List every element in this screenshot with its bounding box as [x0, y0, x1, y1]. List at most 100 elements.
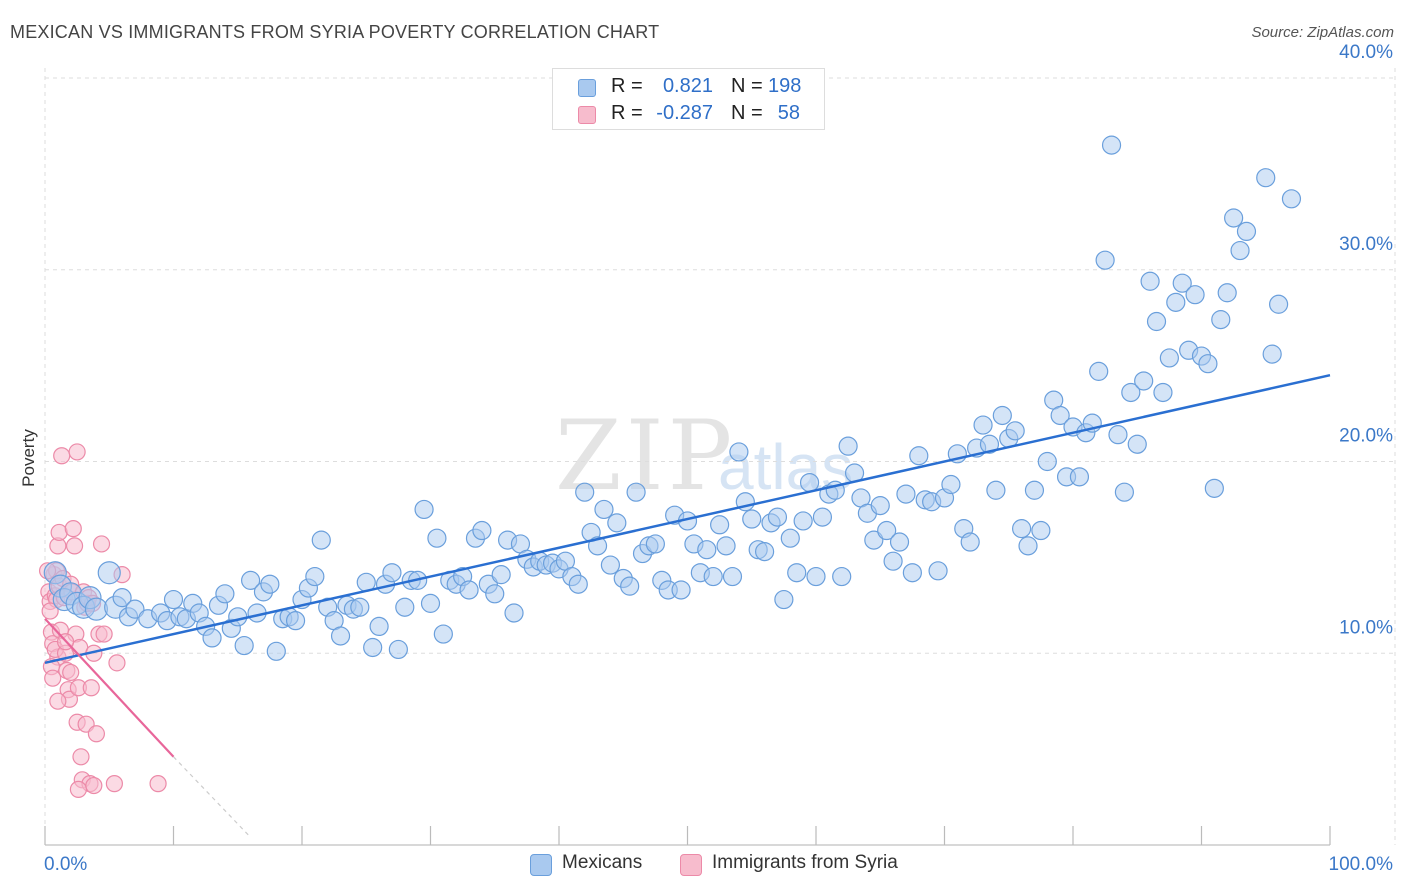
- point-syria: [82, 679, 100, 697]
- legend-r-value: -0.287: [656, 102, 713, 124]
- point-mexicans: [1172, 273, 1192, 293]
- point-mexicans: [941, 474, 961, 495]
- point-syria: [50, 523, 68, 542]
- y-tick-label: 10.0%: [1339, 617, 1393, 638]
- point-mexicans: [600, 555, 621, 575]
- point-syria: [49, 692, 67, 710]
- point-mexicans: [1268, 294, 1289, 314]
- legend-r-label: R =: [611, 102, 643, 124]
- legend-row-mexicans: R = 0.821 N = 198: [553, 75, 826, 101]
- point-mexicans: [1121, 382, 1141, 403]
- point-mexicans: [832, 566, 852, 587]
- point-mexicans: [1224, 208, 1244, 228]
- bottom-legend-swatch-syria: [680, 854, 702, 876]
- point-mexicans: [1281, 189, 1302, 209]
- point-syria: [69, 780, 88, 798]
- point-mexicans: [388, 639, 408, 660]
- point-mexicans: [1018, 536, 1038, 556]
- point-mexicans: [1153, 382, 1173, 403]
- point-syria: [62, 663, 80, 682]
- point-mexicans: [395, 597, 415, 617]
- legend-r-label: R =: [611, 75, 643, 97]
- point-syria: [87, 725, 106, 743]
- point-mexicans: [382, 563, 402, 583]
- point-mexicans: [305, 566, 325, 587]
- point-mexicans: [1198, 354, 1218, 374]
- point-mexicans: [420, 593, 441, 613]
- point-mexicans: [909, 446, 929, 466]
- point-mexicans: [472, 520, 492, 541]
- legend-r-value: 0.821: [662, 75, 713, 97]
- point-mexicans: [1211, 310, 1231, 330]
- point-mexicans: [285, 611, 306, 631]
- point-mexicans: [575, 482, 595, 502]
- point-mexicans: [1185, 285, 1205, 305]
- legend-row-syria: R = -0.287 N = 58: [553, 102, 826, 128]
- point-mexicans: [716, 536, 736, 556]
- point-mexicans: [1069, 467, 1090, 487]
- point-syria: [72, 748, 90, 766]
- point-mexicans: [928, 561, 948, 581]
- point-mexicans: [1146, 311, 1167, 332]
- grid-lines: [44, 68, 1396, 845]
- point-mexicans: [812, 507, 833, 527]
- point-mexicans: [793, 511, 813, 531]
- point-mexicans: [1101, 135, 1122, 155]
- legend-n-value: 58: [777, 102, 800, 124]
- point-mexicans: [1005, 421, 1025, 441]
- legend-n-label: N =: [731, 75, 763, 97]
- point-mexicans: [960, 532, 980, 552]
- point-mexicans: [979, 434, 1000, 454]
- point-syria: [95, 625, 113, 643]
- y-tick-label: 40.0%: [1339, 42, 1393, 63]
- point-mexicans: [626, 482, 646, 502]
- trend-line-mexicans: [44, 373, 1331, 665]
- point-syria: [65, 537, 84, 555]
- point-mexicans: [645, 534, 665, 554]
- y-tick-label: 30.0%: [1339, 234, 1393, 255]
- legend-swatch-mexicans: [578, 79, 596, 97]
- point-mexicans: [722, 566, 743, 587]
- point-mexicans: [729, 442, 749, 462]
- point-mexicans: [774, 589, 794, 610]
- point-mexicans: [459, 580, 479, 600]
- legend-swatch-syria: [578, 106, 596, 124]
- point-mexicans: [703, 566, 723, 587]
- point-mexicans: [1159, 348, 1179, 368]
- legend-n-value: 198: [768, 75, 802, 97]
- series-mexicans-points: [43, 135, 1302, 661]
- bottom-legend-label-mexicans: Mexicans: [562, 852, 643, 873]
- legend: R = 0.821 N = 198 R = -0.287 N = 58: [552, 68, 825, 130]
- point-mexicans: [241, 570, 261, 590]
- point-mexicans: [491, 565, 511, 585]
- point-mexicans: [1134, 371, 1154, 391]
- chart-title: MEXICAN VS IMMIGRANTS FROM SYRIA POVERTY…: [10, 22, 660, 42]
- point-mexicans: [742, 509, 762, 529]
- x-tick-label-min: 0.0%: [44, 854, 87, 875]
- point-syria: [68, 443, 86, 461]
- point-mexicans: [697, 540, 717, 560]
- point-mexicans: [97, 561, 121, 585]
- point-mexicans: [1050, 405, 1070, 426]
- point-mexicans: [877, 520, 897, 541]
- point-mexicans: [1024, 480, 1045, 500]
- point-mexicans: [84, 597, 109, 621]
- point-mexicans: [311, 530, 331, 550]
- point-mexicans: [350, 597, 370, 617]
- point-mexicans: [485, 584, 505, 604]
- point-mexicans: [1031, 520, 1051, 541]
- point-mexicans: [266, 641, 286, 661]
- point-mexicans: [1256, 168, 1276, 188]
- point-syria: [108, 654, 126, 672]
- point-syria: [64, 520, 82, 538]
- point-syria: [105, 775, 123, 793]
- source-credit: Source: ZipAtlas.com: [1251, 24, 1394, 41]
- x-ticks: [44, 826, 1331, 845]
- point-mexicans: [1089, 361, 1109, 381]
- point-mexicans: [896, 484, 916, 504]
- trend-lines: [44, 373, 1331, 838]
- legend-n-label: N =: [731, 102, 763, 124]
- point-mexicans: [112, 588, 132, 608]
